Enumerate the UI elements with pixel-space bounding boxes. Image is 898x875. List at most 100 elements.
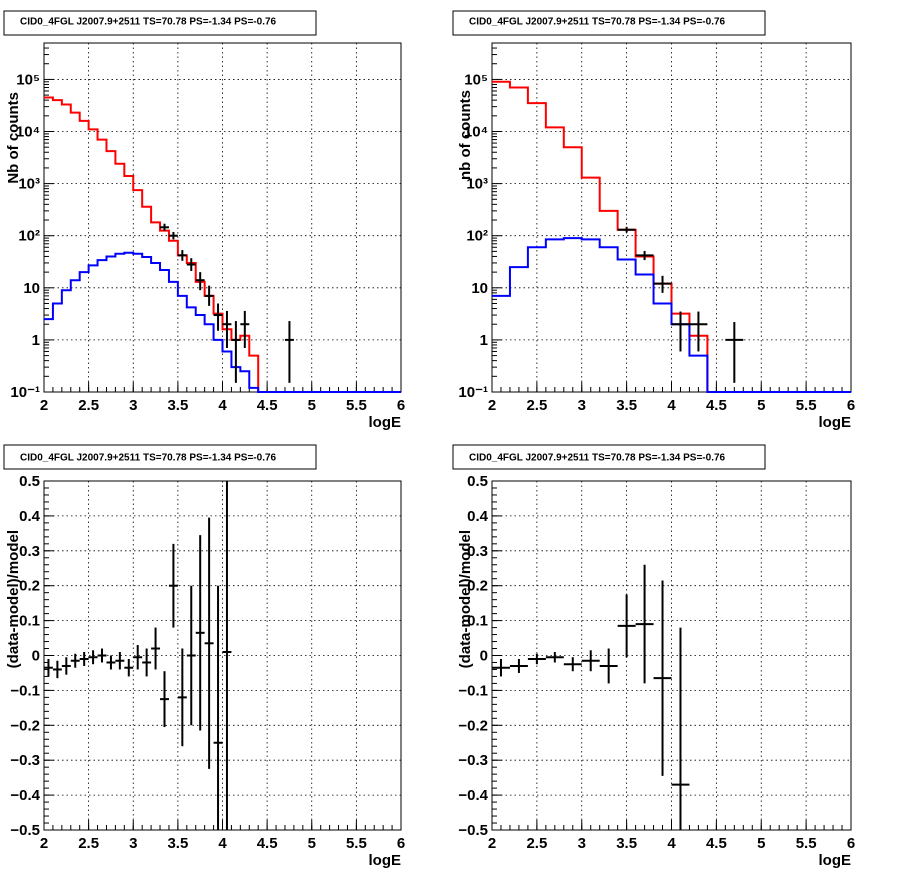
x-tick-label: 5	[308, 835, 316, 852]
x-tick-label: 5.5	[796, 835, 817, 852]
y-axis-title: (data-model)/model	[5, 530, 22, 668]
y-tick-label: 10³	[466, 176, 488, 193]
x-tick-label: 6	[847, 835, 855, 852]
chart-panel-bottom-left: CID0_4FGL J2007.9+2511 TS=70.78 PS=-1.34…	[3, 444, 405, 869]
y-tick-label: 0.1	[19, 613, 40, 630]
data-point	[204, 517, 214, 769]
x-tick-label: 5	[757, 397, 765, 414]
x-tick-label: 4	[218, 835, 227, 852]
chart-title: CID0_4FGL J2007.9+2511 TS=70.78 PS=-1.34…	[20, 17, 277, 28]
title-box	[3, 10, 317, 36]
histogram-series-blue	[44, 251, 401, 393]
y-tick-label: 0.4	[467, 508, 489, 525]
x-axis-title: logE	[369, 414, 402, 431]
data-point	[635, 250, 654, 261]
y-tick-label: −0.3	[458, 752, 488, 769]
data-point	[160, 671, 169, 728]
y-tick-label: −0.2	[10, 717, 40, 734]
y-tick-label: 0.4	[19, 508, 41, 525]
chart-panel-bottom-right: CID0_4FGL J2007.9+2511 TS=70.78 PS=-1.34…	[452, 444, 855, 869]
y-axis-title: Nb of counts	[5, 92, 22, 184]
data-point	[617, 226, 636, 233]
x-tick-label: 2.5	[526, 835, 547, 852]
chart-title: CID0_4FGL J2007.9+2511 TS=70.78 PS=-1.34…	[469, 453, 726, 464]
data-point	[671, 311, 690, 352]
y-tick-label: 10³	[18, 176, 40, 193]
data-point	[79, 652, 89, 666]
data-point	[213, 303, 223, 331]
data-point	[142, 648, 152, 677]
data-point	[70, 653, 80, 668]
x-tick-label: 3	[129, 397, 137, 414]
y-tick-label: 10⁵	[464, 71, 488, 88]
x-tick-label: 3.5	[616, 397, 637, 414]
y-tick-label: 0.3	[19, 543, 40, 560]
x-tick-label: 2	[40, 835, 48, 852]
y-tick-label: −0.1	[10, 682, 40, 699]
data-point	[195, 272, 205, 291]
data-point	[177, 250, 187, 261]
y-tick-label: 1	[480, 332, 488, 349]
plot-frame	[43, 42, 402, 393]
x-tick-label: 4	[218, 397, 227, 414]
x-tick-label: 6	[847, 397, 855, 414]
y-tick-label: 10⁵	[16, 71, 40, 88]
y-tick-label: 10²	[18, 228, 40, 245]
data-point	[240, 310, 250, 348]
x-tick-label: 3.5	[616, 835, 637, 852]
data-point	[222, 310, 232, 348]
x-tick-label: 3	[578, 397, 586, 414]
data-point	[231, 321, 241, 383]
data-point	[52, 660, 62, 679]
y-tick-label: −0.5	[458, 822, 488, 839]
data-point	[151, 627, 161, 670]
y-tick-label: 10	[471, 280, 488, 297]
data-point	[186, 258, 196, 272]
y-axis-title: (data-model)/model	[457, 530, 474, 668]
x-tick-label: 6	[397, 835, 405, 852]
title-box	[452, 444, 766, 470]
histogram-series-blue	[492, 237, 851, 393]
y-tick-label: 10⁻¹	[10, 384, 40, 401]
y-tick-label: 0.2	[19, 578, 40, 595]
plot-frame	[43, 480, 402, 831]
y-tick-label: 0.5	[19, 473, 40, 490]
y-tick-label: 10⁴	[464, 124, 488, 141]
x-tick-label: 5	[757, 835, 765, 852]
chart-title: CID0_4FGL J2007.9+2511 TS=70.78 PS=-1.34…	[20, 453, 277, 464]
x-tick-label: 4.5	[706, 397, 727, 414]
data-point	[160, 223, 169, 231]
y-tick-label: −0.4	[458, 787, 488, 804]
y-tick-label: 0	[480, 648, 488, 665]
data-point	[509, 658, 528, 673]
chart-panel-top-right: CID0_4FGL J2007.9+2511 TS=70.78 PS=-1.34…	[452, 10, 855, 431]
data-point	[222, 481, 232, 830]
x-tick-label: 2	[40, 397, 48, 414]
data-point	[527, 653, 546, 665]
data-point	[284, 321, 294, 383]
chart-panel-top-left: CID0_4FGL J2007.9+2511 TS=70.78 PS=-1.34…	[3, 10, 405, 431]
data-point	[689, 311, 708, 352]
data-point	[177, 648, 187, 747]
y-tick-label: 1	[32, 332, 40, 349]
x-tick-label: 2	[488, 835, 496, 852]
x-tick-label: 5.5	[346, 835, 367, 852]
data-point	[106, 655, 116, 670]
data-point	[44, 658, 53, 677]
data-point	[195, 535, 205, 731]
x-tick-label: 4.5	[257, 397, 278, 414]
x-tick-label: 3	[578, 835, 586, 852]
y-tick-label: −0.3	[10, 752, 40, 769]
title-box	[452, 10, 766, 36]
data-point	[563, 657, 582, 672]
y-tick-label: 0.2	[467, 578, 488, 595]
data-point	[186, 585, 196, 726]
x-tick-label: 4	[667, 835, 676, 852]
data-point	[61, 657, 71, 675]
x-tick-label: 4	[667, 397, 676, 414]
data-point	[168, 543, 178, 628]
y-tick-label: 0.3	[467, 543, 488, 560]
data-point	[124, 658, 134, 677]
data-point	[653, 275, 672, 293]
chart-title: CID0_4FGL J2007.9+2511 TS=70.78 PS=-1.34…	[469, 17, 726, 28]
